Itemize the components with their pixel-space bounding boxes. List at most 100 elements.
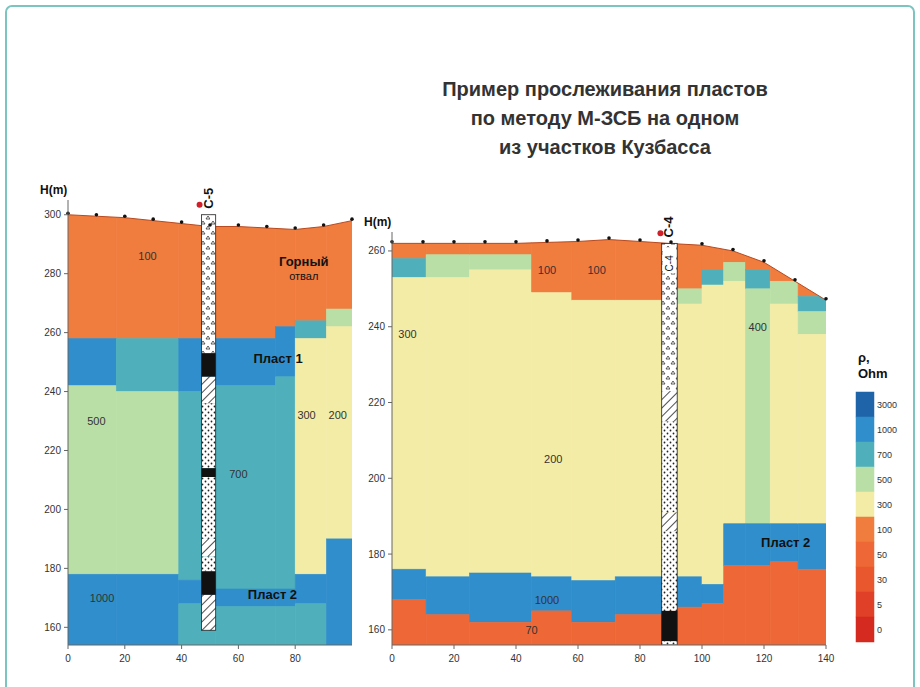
axes: 160180200220240260280300020406080H(m) xyxy=(40,183,352,664)
y-tick xyxy=(64,627,68,628)
resistivity-cell xyxy=(275,377,295,589)
well-interval-shale xyxy=(201,595,215,630)
y-tick xyxy=(64,214,68,215)
resistivity-cell xyxy=(615,615,668,645)
resistivity-cell xyxy=(532,293,572,577)
x-tick xyxy=(640,645,641,649)
y-tick-label: 280 xyxy=(44,268,61,279)
resistivity-cell xyxy=(702,285,724,584)
well-interval-coal xyxy=(201,468,215,477)
annotation: Горный xyxy=(279,254,329,269)
cell-label: 300 xyxy=(398,328,416,340)
x-tick-label: 140 xyxy=(818,653,835,664)
y-tick xyxy=(64,509,68,510)
well xyxy=(662,243,678,645)
cell-label: 100 xyxy=(538,264,556,276)
annotation: отвал xyxy=(289,270,318,282)
x-axis-line xyxy=(68,645,352,646)
resistivity-cell xyxy=(745,565,770,645)
y-axis-line xyxy=(392,232,393,645)
x-tick-label: 60 xyxy=(233,653,245,664)
y-tick xyxy=(64,273,68,274)
resistivity-cell xyxy=(392,600,426,645)
y-axis-title: H(m) xyxy=(40,183,67,197)
cell-label: 100 xyxy=(138,250,156,262)
colorbar-tick-label: 100 xyxy=(877,525,892,535)
station xyxy=(123,214,127,218)
resistivity-cell xyxy=(724,232,746,262)
y-tick-label: 220 xyxy=(44,445,61,456)
x-tick xyxy=(516,645,517,649)
colorbar-segment xyxy=(856,592,874,617)
x-tick-label: 100 xyxy=(694,653,711,664)
station xyxy=(151,217,155,221)
well-interval-sand xyxy=(201,477,215,539)
resistivity-cell xyxy=(216,607,276,645)
station xyxy=(576,238,580,242)
annotation: Пласт 2 xyxy=(248,587,297,602)
x-tick-label: 40 xyxy=(176,653,188,664)
resistivity-cell xyxy=(770,232,798,281)
resistivity-cell xyxy=(116,339,178,392)
y-tick xyxy=(388,478,392,479)
well xyxy=(201,215,215,631)
well-marker xyxy=(657,230,663,236)
well-interval-sand xyxy=(662,641,678,645)
resistivity-cell xyxy=(770,281,798,304)
y-tick-label: 240 xyxy=(368,321,385,332)
well-marker xyxy=(197,202,203,208)
station xyxy=(483,240,487,244)
resistivity-cell xyxy=(724,565,746,645)
resistivity-cells xyxy=(392,232,826,645)
x-tick xyxy=(454,645,455,649)
cell-label: 1000 xyxy=(90,592,114,604)
plot-area xyxy=(392,232,826,645)
resistivity-cell xyxy=(392,569,426,599)
colorbar-segment xyxy=(856,567,874,592)
well-outline xyxy=(662,243,678,645)
resistivity-cell xyxy=(572,622,615,645)
resistivity-cell xyxy=(470,622,532,645)
x-tick xyxy=(238,645,239,649)
resistivity-cell xyxy=(68,386,116,575)
x-tick xyxy=(392,645,393,649)
well-label: С-5 xyxy=(201,188,216,209)
resistivity-cell xyxy=(68,574,116,645)
plot-area xyxy=(68,200,352,645)
station xyxy=(350,217,354,221)
x-tick xyxy=(764,645,765,649)
y-tick xyxy=(64,450,68,451)
y-tick xyxy=(64,391,68,392)
resistivity-cell xyxy=(68,339,116,386)
y-tick-label: 180 xyxy=(44,563,61,574)
station xyxy=(762,259,766,263)
x-tick xyxy=(181,645,182,649)
colorbar-label: Ohm xyxy=(858,366,888,381)
station xyxy=(265,225,269,229)
resistivity-cell xyxy=(798,334,826,523)
y-axis-line xyxy=(68,200,69,645)
resistivity-cell xyxy=(745,270,770,289)
x-tick-label: 0 xyxy=(389,653,395,664)
well-outline xyxy=(201,215,215,631)
colorbar-tick-label: 30 xyxy=(877,575,887,585)
cell-label: 400 xyxy=(749,321,767,333)
resistivity-cells xyxy=(68,200,352,645)
title: из участков Кузбасса xyxy=(499,136,712,158)
colorbar-tick-label: 0 xyxy=(877,625,882,635)
resistivity-cell xyxy=(572,581,615,623)
colorbar-tick-label: 3000 xyxy=(877,400,897,410)
colorbar-segment xyxy=(856,492,874,517)
resistivity-cell xyxy=(426,255,469,278)
resistivity-cell xyxy=(702,603,724,645)
resistivity-cell xyxy=(295,339,326,575)
label-patch xyxy=(663,247,677,273)
y-axis-title: H(m) xyxy=(364,215,391,229)
resistivity-cell xyxy=(745,289,770,524)
resistivity-cell xyxy=(275,607,295,645)
resistivity-cell xyxy=(295,574,326,603)
resistivity-cell xyxy=(216,386,276,589)
resistivity-cell xyxy=(615,577,668,615)
resistivity-cell xyxy=(326,309,352,327)
section: С-5160180200220240260280300020406080H(m)… xyxy=(40,183,354,664)
